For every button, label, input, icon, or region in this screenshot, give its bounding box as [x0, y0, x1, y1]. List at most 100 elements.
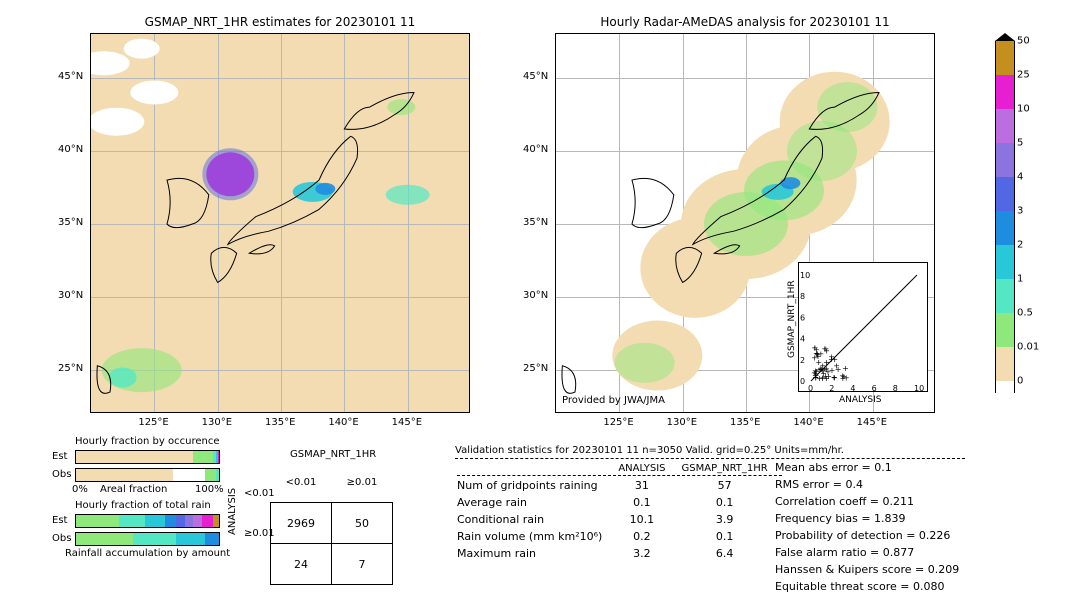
map-ytick: 45°N — [523, 71, 548, 82]
vrow-label: Conditional rain — [457, 512, 616, 527]
svg-text:2: 2 — [800, 356, 805, 365]
map-xtick: 125°E — [138, 417, 168, 428]
map-xtick: 125°E — [603, 417, 633, 428]
validation-col2: GSMAP_NRT_1HR — [682, 462, 782, 476]
totalrain-row-obs: Obs — [52, 533, 71, 544]
contingency-cell-00: 2969 — [271, 503, 332, 544]
occurrence-row-est: Est — [52, 451, 67, 462]
vrow-label: Num of gridpoints raining — [457, 478, 616, 493]
map-ytick: 40°N — [523, 144, 548, 155]
svg-text:8: 8 — [893, 384, 898, 393]
vrow-b: 3.9 — [682, 512, 782, 527]
contingency-row-0: <0.01 — [244, 488, 275, 499]
contingency-table: <0.01 ≥0.01 2969 50 24 7 — [270, 462, 393, 585]
colorbar-tick: 1 — [1017, 274, 1023, 285]
svg-text:8: 8 — [800, 292, 805, 301]
map-xtick: 130°E — [202, 417, 232, 428]
svg-text:10: 10 — [914, 384, 924, 393]
svg-text:0: 0 — [808, 384, 813, 393]
contingency-col-0: <0.01 — [271, 462, 332, 503]
map-xtick: 140°E — [328, 417, 358, 428]
stat-row: Probability of detection = 0.226 — [775, 529, 959, 542]
vrow-label: Rain volume (mm km²10⁶) — [457, 529, 616, 544]
stat-row: RMS error = 0.4 — [775, 478, 959, 491]
occurrence-bar-obs — [75, 468, 220, 482]
map-xtick: 130°E — [667, 417, 697, 428]
map-ytick: 35°N — [58, 217, 83, 228]
contingency-col-header: GSMAP_NRT_1HR — [290, 449, 376, 460]
stat-row: Frequency bias = 1.839 — [775, 512, 959, 525]
svg-text:+: + — [831, 373, 838, 382]
svg-text:10: 10 — [800, 271, 810, 280]
vrow-b: 0.1 — [682, 495, 782, 510]
map-ytick: 40°N — [58, 144, 83, 155]
stat-row: Equitable threat score = 0.080 — [775, 580, 959, 593]
vrow-a: 3.2 — [618, 546, 679, 561]
contingency-cell-01: 50 — [332, 503, 393, 544]
svg-text:6: 6 — [872, 384, 877, 393]
colorbar-tick: 2 — [1017, 240, 1023, 251]
map-xtick: 145°E — [392, 417, 422, 428]
colorbar-tick: 0.5 — [1017, 308, 1033, 319]
scatter-xlabel: ANALYSIS — [839, 395, 881, 405]
contingency-col-1: ≥0.01 — [332, 462, 393, 503]
colorbar-tick: 0.01 — [1017, 342, 1039, 353]
occurrence-axis-label: Areal fraction — [100, 484, 167, 495]
totalrain-bar-est — [75, 514, 220, 528]
provided-by-label: Provided by JWA/JMA — [562, 395, 665, 406]
vrow-b: 6.4 — [682, 546, 782, 561]
vrow-label: Average rain — [457, 495, 616, 510]
svg-text:4: 4 — [850, 384, 855, 393]
vrow-b: 0.1 — [682, 529, 782, 544]
stat-row: False alarm ratio = 0.877 — [775, 546, 959, 559]
vrow-a: 0.2 — [618, 529, 679, 544]
map-xtick: 145°E — [857, 417, 887, 428]
totalrain-bar-obs — [75, 532, 220, 546]
right-map-panel: Provided by JWA/JMA+++++++++++++++++++++… — [555, 33, 935, 413]
validation-title: Validation statistics for 20230101 11 n=… — [455, 445, 965, 459]
scatter-inset: ++++++++++++++++++++++++++++++++++++++++… — [798, 262, 928, 392]
occurrence-axis-min: 0% — [72, 484, 88, 495]
stat-row: Correlation coeff = 0.211 — [775, 495, 959, 508]
vrow-a: 0.1 — [618, 495, 679, 510]
svg-text:+: + — [842, 364, 849, 373]
colorbar-tick: 25 — [1017, 70, 1030, 81]
svg-text:2: 2 — [829, 384, 834, 393]
map-xtick: 135°E — [730, 417, 760, 428]
map-xtick: 140°E — [793, 417, 823, 428]
occurrence-axis-max: 100% — [195, 484, 224, 495]
scatter-ylabel: GSMAP_NRT_1HR — [787, 280, 797, 358]
stat-row: Mean abs error = 0.1 — [775, 461, 959, 474]
colorbar-tick: 3 — [1017, 206, 1023, 217]
validation-right-stats: Mean abs error = 0.1 RMS error = 0.4 Corre… — [775, 461, 959, 597]
validation-col1: ANALYSIS — [618, 462, 679, 476]
occurrence-bar-est — [75, 450, 220, 464]
svg-text:0: 0 — [800, 377, 805, 386]
contingency-row-header: ANALYSIS — [227, 488, 238, 535]
totalrain-title: Hourly fraction of total rain — [75, 500, 211, 511]
colorbar-tick: 50 — [1017, 36, 1030, 47]
colorbar-tick: 10 — [1017, 104, 1030, 115]
svg-text:+: + — [813, 349, 820, 358]
totalrain-footer: Rainfall accumulation by amount — [65, 548, 230, 559]
colorbar: 502510543210.50.010 — [995, 33, 1013, 393]
map-ytick: 25°N — [58, 363, 83, 374]
occurrence-title: Hourly fraction by occurence — [75, 436, 219, 447]
map-ytick: 30°N — [58, 290, 83, 301]
map-ytick: 35°N — [523, 217, 548, 228]
svg-text:+: + — [823, 358, 830, 367]
map-ytick: 30°N — [523, 290, 548, 301]
svg-text:4: 4 — [800, 335, 805, 344]
vrow-b: 57 — [682, 478, 782, 493]
vrow-label: Maximum rain — [457, 546, 616, 561]
svg-text:+: + — [843, 374, 850, 383]
map-xtick: 135°E — [265, 417, 295, 428]
map-ytick: 25°N — [523, 363, 548, 374]
left-map-title: GSMAP_NRT_1HR estimates for 20230101 11 — [90, 15, 470, 29]
contingency-cell-10: 24 — [271, 544, 332, 585]
validation-left-table: ANALYSIS GSMAP_NRT_1HR Num of gridpoints… — [455, 460, 784, 563]
vrow-a: 31 — [618, 478, 679, 493]
contingency-cell-11: 7 — [332, 544, 393, 585]
svg-text:6: 6 — [800, 313, 805, 322]
left-map-panel — [90, 33, 470, 413]
